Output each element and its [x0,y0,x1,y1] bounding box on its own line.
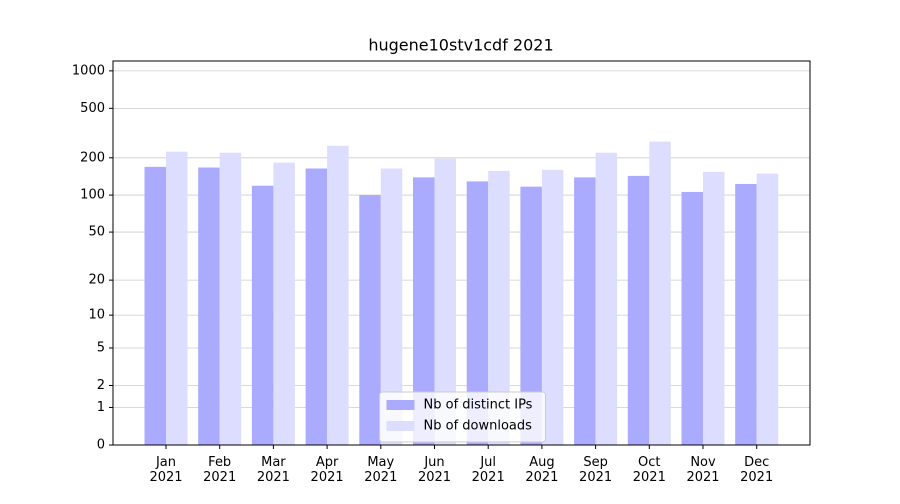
bar [574,177,596,445]
bar [703,171,725,446]
y-tick-label: 20 [88,273,105,288]
chart-title: hugene10stv1cdf 2021 [368,36,553,55]
bar [219,152,242,445]
x-tick-label: Feb 2021 [203,455,236,485]
bar [541,169,564,445]
bar [166,151,188,445]
y-tick-label: 0 [97,438,105,453]
y-tick-label: 100 [80,188,105,203]
bar [627,175,650,445]
bar [359,195,381,445]
bar [251,185,274,445]
bars [144,141,779,446]
y-tick-label: 1000 [72,63,105,78]
y-tick-label: 200 [80,150,105,165]
bar [434,158,456,445]
bar [649,141,671,445]
x-tick-label: Jul 2021 [472,455,505,485]
y-tick-label: 2 [97,378,105,393]
bar [327,145,349,445]
x-tick-label: Nov 2021 [686,455,719,485]
plot-frame [112,60,811,446]
x-tick-label: Dec 2021 [740,455,773,485]
y-tick-label: 1 [97,400,105,415]
bar [756,173,779,446]
labels: 0 1 2 5 10 20 50 100 200 500 1000 Jan 2021 Feb 2021 Mar… [72,63,773,484]
legend-box [379,391,546,443]
bar [520,186,542,445]
x-tick-label: Jun 2021 [418,455,451,485]
bar [488,170,510,445]
legend-label: Nb of distinct IPs [424,398,533,413]
x-tick-label: Jan 2021 [149,455,182,485]
bar [380,168,403,445]
bar [144,166,166,446]
y-tick-label: 5 [97,340,105,355]
x-tick-label: Aug 2021 [525,455,558,485]
legend-swatch [386,400,415,410]
x-tick-label: Oct 2021 [633,455,666,485]
bar [413,177,435,445]
bar [198,167,220,445]
y-tick-label: 10 [88,308,105,323]
x-tick-label: May 2021 [364,455,397,485]
bar [681,191,703,445]
bar [735,183,757,445]
legend-swatch [386,421,415,431]
bar [273,162,295,446]
bar [305,168,328,445]
bar [595,152,618,445]
x-tick-label: Apr 2021 [311,455,344,485]
y-tick-label: 500 [80,101,105,116]
legend: Nb of distinct IPs Nb of downloads [379,391,546,443]
x-tick-label: Sep 2021 [579,455,612,485]
bar [466,181,489,446]
legend-label: Nb of downloads [424,419,533,434]
x-tick-label: Mar 2021 [257,455,290,485]
y-tick-label: 50 [88,225,105,240]
